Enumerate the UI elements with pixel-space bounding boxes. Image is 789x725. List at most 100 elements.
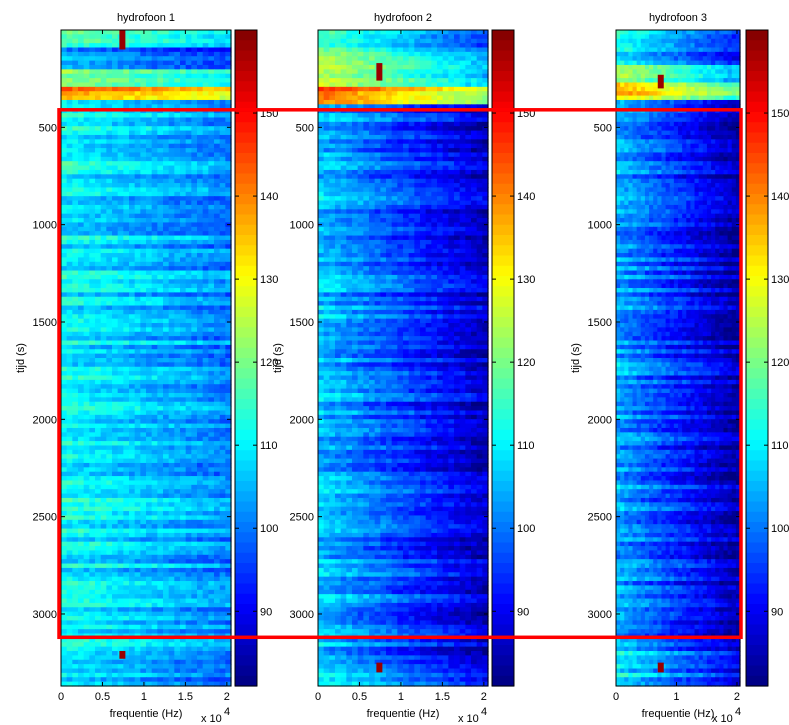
spectrogram-cell xyxy=(123,392,130,398)
spectrogram-cell xyxy=(72,484,79,490)
spectrogram-cell xyxy=(157,134,164,140)
spectrogram-cell xyxy=(185,423,192,429)
spectrogram-cell xyxy=(66,576,73,582)
spectrogram-cell xyxy=(106,139,113,145)
spectrogram-cell xyxy=(129,73,136,79)
spectrogram-cell xyxy=(123,616,130,621)
spectrogram-cell xyxy=(157,51,164,57)
spectrogram-cell xyxy=(168,331,175,337)
spectrogram-cell xyxy=(106,231,113,237)
spectrogram-cell xyxy=(72,629,79,635)
spectrogram-cell xyxy=(95,414,102,420)
spectrogram-cell xyxy=(100,239,107,245)
spectrogram-cell xyxy=(100,449,107,455)
spectrogram-cell xyxy=(83,432,90,438)
spectrogram-cell xyxy=(140,659,147,665)
spectrogram-cell xyxy=(123,476,130,482)
spectrogram-cell xyxy=(129,550,136,556)
spectrogram-cell xyxy=(129,554,136,560)
y-tick-label: 1500 xyxy=(33,317,57,329)
spectrogram-cell xyxy=(174,651,181,656)
spectrogram-cell xyxy=(89,104,96,110)
spectrogram-cell xyxy=(123,196,130,202)
spectrogram-cell xyxy=(117,384,124,390)
spectrogram-cell xyxy=(157,384,164,390)
spectrogram-cell xyxy=(129,309,136,315)
spectrogram-cell xyxy=(61,432,68,438)
spectrogram-cell xyxy=(202,353,209,359)
spectrogram-cell xyxy=(185,161,192,167)
spectrogram-cell xyxy=(66,581,73,587)
spectrogram-cell xyxy=(89,476,96,482)
spectrogram-cell xyxy=(168,497,175,503)
spectrogram-cell xyxy=(89,589,96,595)
spectrogram-cell xyxy=(191,602,198,608)
spectrogram-cell xyxy=(146,664,153,670)
spectrogram-cell xyxy=(123,384,130,390)
spectrogram-cell xyxy=(78,309,85,315)
spectrogram-cell xyxy=(208,471,215,477)
spectrogram-cell xyxy=(163,235,170,241)
spectrogram-cell xyxy=(197,47,204,53)
spectrogram-cell xyxy=(168,449,175,455)
spectrogram-cell xyxy=(208,99,215,105)
spectrogram-cell xyxy=(225,432,232,438)
spectrogram-cell xyxy=(163,672,170,678)
spectrogram-cell xyxy=(197,38,204,44)
spectrogram-cell xyxy=(180,427,187,433)
spectrogram-cell xyxy=(168,567,175,573)
spectrogram-cell xyxy=(140,117,147,123)
spectrogram-cell xyxy=(140,532,147,538)
spectrogram-cell xyxy=(129,283,136,289)
spectrogram-cell xyxy=(151,624,158,630)
spectrogram-cell xyxy=(459,60,466,66)
spectrogram-cell xyxy=(134,239,141,245)
spectrogram-cell xyxy=(208,222,215,228)
spectrogram-cell xyxy=(100,274,107,280)
spectrogram-cell xyxy=(83,113,90,119)
spectrogram-cell xyxy=(174,353,181,359)
spectrogram-cell xyxy=(66,362,73,368)
spectrogram-cell xyxy=(151,432,158,438)
spectrogram-cell xyxy=(197,165,204,171)
spectrogram-cell xyxy=(83,305,90,311)
spectrogram-cell xyxy=(78,253,85,259)
spectrogram-cell xyxy=(174,423,181,429)
spectrogram-cell xyxy=(123,64,130,70)
spectrogram-cell xyxy=(134,637,141,643)
spectrogram-cell xyxy=(202,64,209,70)
spectrogram-cell xyxy=(163,607,170,613)
spectrogram-cell xyxy=(225,642,232,648)
spectrogram-cell xyxy=(151,537,158,543)
spectrogram-cell xyxy=(78,323,85,328)
spectrogram-cell xyxy=(112,419,119,425)
spectrogram-cell xyxy=(214,458,221,464)
spectrogram-cell xyxy=(112,134,119,140)
spectrogram-cell xyxy=(151,283,158,289)
spectrogram-cell xyxy=(95,226,102,232)
spectrogram-cell xyxy=(191,161,198,167)
spectrogram-cell xyxy=(89,336,96,342)
spectrogram-cell xyxy=(61,366,68,372)
spectrogram-cell xyxy=(146,113,153,119)
spectrogram-cell xyxy=(83,156,90,162)
spectrogram-cell xyxy=(180,371,187,377)
spectrogram-cell xyxy=(448,34,455,40)
spectrogram-cell xyxy=(151,253,158,259)
spectrogram-cell xyxy=(437,51,444,57)
spectrogram-cell xyxy=(83,572,90,578)
spectrogram-cell xyxy=(134,235,141,241)
spectrogram-cell xyxy=(431,56,438,62)
spectrogram-cell xyxy=(197,178,204,184)
spectrogram-cell xyxy=(106,532,113,538)
spectrogram-cell xyxy=(100,515,107,521)
spectrogram-cell xyxy=(123,288,130,293)
spectrogram-cell xyxy=(191,476,198,482)
spectrogram-cell xyxy=(335,69,342,75)
spectrogram-cell xyxy=(219,187,226,193)
spectrogram-cell xyxy=(219,38,226,44)
spectrogram-cell xyxy=(72,362,79,368)
spectrogram-cell xyxy=(157,445,164,451)
spectrogram-cell xyxy=(106,589,113,595)
spectrogram-cell xyxy=(191,366,198,372)
